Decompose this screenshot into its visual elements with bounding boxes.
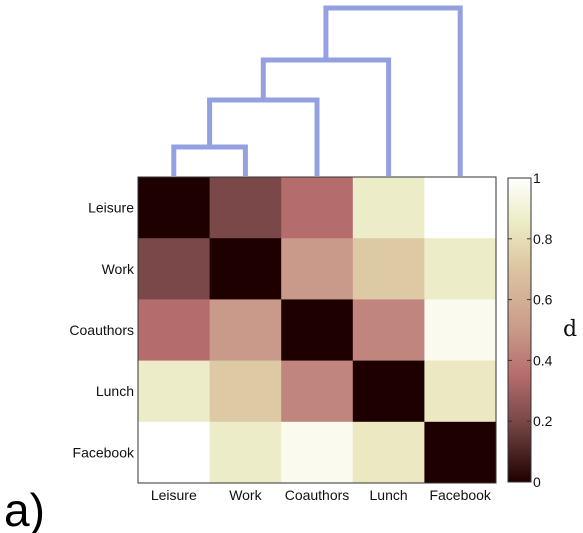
heatmap-cell-work-coauthors: [281, 238, 354, 300]
x-tick-label-coauthors: Coauthors: [285, 487, 350, 503]
x-tick-label-leisure: Leisure: [151, 487, 197, 503]
x-tick-label-facebook: Facebook: [429, 487, 491, 503]
heatmap-cell-coauthors-lunch: [352, 299, 425, 362]
heatmap-cell-lunch-leisure: [138, 360, 211, 423]
heatmap-cell-leisure-facebook: [424, 177, 497, 239]
y-tick-label-leisure: Leisure: [88, 200, 134, 216]
heatmap-cell-leisure-coauthors: [281, 177, 354, 239]
heatmap-cell-work-lunch: [352, 238, 425, 300]
panel-label: a): [4, 484, 45, 533]
dendrogram-link-2: [207, 97, 320, 176]
heatmap-cell-coauthors-leisure: [138, 299, 211, 362]
colorbar: [507, 177, 532, 483]
y-tick-label-work: Work: [102, 261, 135, 277]
colorbar-ticks: 0 0.2 0.4 0.6 0.8 1: [508, 170, 553, 490]
heatmap-cell-facebook-leisure: [138, 421, 211, 484]
heatmap-cell-coauthors-facebook: [424, 299, 497, 362]
y-tick-label-facebook: Facebook: [73, 444, 135, 460]
heatmap-cell-lunch-lunch: [352, 360, 425, 423]
colorbar-tick-label-3: 0.6: [533, 292, 553, 308]
x-tick-label-work: Work: [229, 487, 262, 503]
heatmap-cell-leisure-leisure: [138, 177, 211, 239]
heatmap-cell-facebook-coauthors: [281, 421, 354, 484]
colorbar-tick-label-4: 0.8: [533, 231, 553, 247]
heatmap-cell-facebook-facebook: [424, 421, 497, 484]
colorbar-label: d: [563, 317, 577, 342]
heatmap-cell-work-work: [209, 238, 282, 300]
heatmap-cell-lunch-facebook: [424, 360, 497, 423]
colorbar-tick-label-5: 1: [533, 170, 541, 186]
x-tick-labels: Leisure Work Coauthors Lunch Facebook: [151, 487, 492, 503]
dendrogram-link-1: [171, 144, 248, 176]
heatmap-cell-leisure-lunch: [352, 177, 425, 239]
dendrogram: [171, 5, 463, 176]
heatmap-cell-lunch-coauthors: [281, 360, 354, 423]
y-tick-labels: Leisure Work Coauthors Lunch Facebook: [69, 200, 135, 461]
dendrogram-link-4: [323, 5, 463, 176]
heatmap-cell-work-leisure: [138, 238, 211, 300]
heatmap-grid: [138, 177, 497, 484]
heatmap-cell-lunch-work: [209, 360, 282, 423]
heatmap-cell-coauthors-coauthors: [281, 299, 354, 362]
heatmap-cell-work-facebook: [424, 238, 497, 300]
heatmap-cell-facebook-lunch: [352, 421, 425, 484]
heatmap-cell-leisure-work: [209, 177, 282, 239]
heatmap-frame: [137, 176, 497, 484]
heatmap-cell-facebook-work: [209, 421, 282, 484]
x-tick-label-lunch: Lunch: [370, 487, 408, 503]
y-tick-label-coauthors: Coauthors: [69, 322, 134, 338]
colorbar-tick-label-0: 0: [533, 474, 541, 490]
colorbar-tick-label-1: 0.2: [533, 413, 553, 429]
y-tick-label-lunch: Lunch: [96, 383, 134, 399]
dendrogram-link-3: [260, 57, 392, 176]
heatmap-cell-coauthors-work: [209, 299, 282, 362]
colorbar-tick-label-2: 0.4: [533, 352, 553, 368]
